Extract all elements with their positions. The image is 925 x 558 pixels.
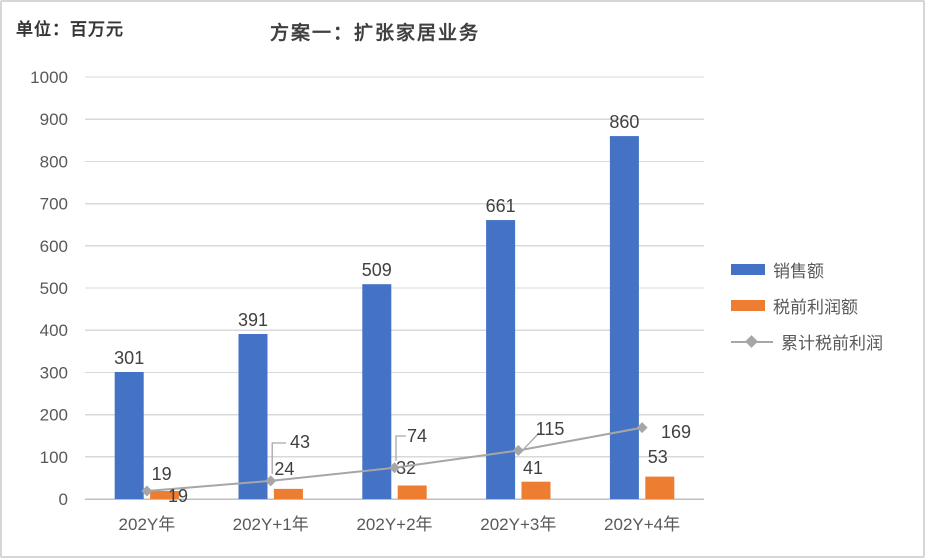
sales-bar xyxy=(486,220,516,500)
profit-bar-label: 53 xyxy=(648,447,668,467)
profit-bar xyxy=(150,490,180,499)
label-leader-line xyxy=(395,435,406,461)
x-tick-label: 202Y+1年 xyxy=(233,515,309,534)
cumulative-line-label: 74 xyxy=(407,426,427,446)
x-tick-label: 202Y年 xyxy=(119,515,176,534)
cumulative-line-label: 43 xyxy=(290,432,310,452)
sales-bar-label: 860 xyxy=(609,112,639,132)
cumulative-profit-line-icon xyxy=(731,334,773,348)
profit-bar-label: 32 xyxy=(396,458,416,478)
sales-bar-label: 391 xyxy=(238,310,268,330)
cumulative-line xyxy=(146,426,643,492)
sales-bar xyxy=(609,136,639,499)
legend-label: 税前利润额 xyxy=(773,297,858,317)
legend-label: 销售额 xyxy=(773,261,824,281)
legend-label: 累计税前利润 xyxy=(781,333,883,353)
y-tick-label: 300 xyxy=(40,363,68,382)
sales-bar-label: 301 xyxy=(114,348,144,368)
sales-bar xyxy=(362,284,392,499)
profit-bar-label: 19 xyxy=(152,464,172,484)
y-tick-label: 400 xyxy=(40,321,68,340)
y-tick-label: 0 xyxy=(59,490,68,509)
chart-title: 方案一：扩张家居业务 xyxy=(269,23,480,44)
y-tick-label: 600 xyxy=(40,237,68,256)
diamond-marker-icon xyxy=(636,422,648,434)
cumulative-line-label: 19 xyxy=(168,486,188,506)
diamond-marker-icon xyxy=(141,485,153,497)
profit-bar-label: 24 xyxy=(274,459,294,479)
profit-bar xyxy=(397,485,427,499)
sales-bar-label: 661 xyxy=(486,196,516,216)
label-leader-line xyxy=(523,432,540,449)
sales-swatch-icon xyxy=(731,263,765,275)
label-leader-line xyxy=(271,442,286,474)
unit-label: 单位：百万元 xyxy=(16,20,124,39)
cumulative-line-label: 115 xyxy=(536,419,565,439)
sales-bar-label: 509 xyxy=(362,260,392,280)
y-tick-label: 200 xyxy=(40,406,68,425)
y-tick-label: 500 xyxy=(40,279,68,298)
legend-item-sales: 销售额 xyxy=(731,258,883,281)
pretax-profit-swatch-icon xyxy=(731,299,765,311)
sales-bar xyxy=(114,371,144,499)
legend-item-cumulative-profit: 累计税前利润 xyxy=(731,330,883,353)
x-tick-label: 202Y+3年 xyxy=(480,515,556,534)
x-tick-label: 202Y+2年 xyxy=(356,515,432,534)
diamond-marker-icon xyxy=(265,475,277,487)
legend: 销售额 税前利润额 累计税前利润 xyxy=(731,258,883,353)
y-tick-label: 700 xyxy=(40,195,68,214)
legend-item-pretax-profit: 税前利润额 xyxy=(731,294,883,317)
profit-bar xyxy=(645,476,675,499)
y-tick-label: 800 xyxy=(40,152,68,171)
y-tick-label: 900 xyxy=(40,110,68,129)
sales-bar xyxy=(238,333,268,499)
x-tick-label: 202Y+4年 xyxy=(604,515,680,534)
profit-bar-label: 41 xyxy=(523,458,543,478)
diamond-marker-icon xyxy=(389,462,400,474)
profit-bar xyxy=(521,481,551,499)
y-tick-label: 1000 xyxy=(30,68,68,87)
cumulative-line-label: 169 xyxy=(661,422,691,442)
profit-bar xyxy=(273,488,303,499)
diamond-marker-icon xyxy=(512,444,524,456)
y-tick-label: 100 xyxy=(40,448,68,467)
